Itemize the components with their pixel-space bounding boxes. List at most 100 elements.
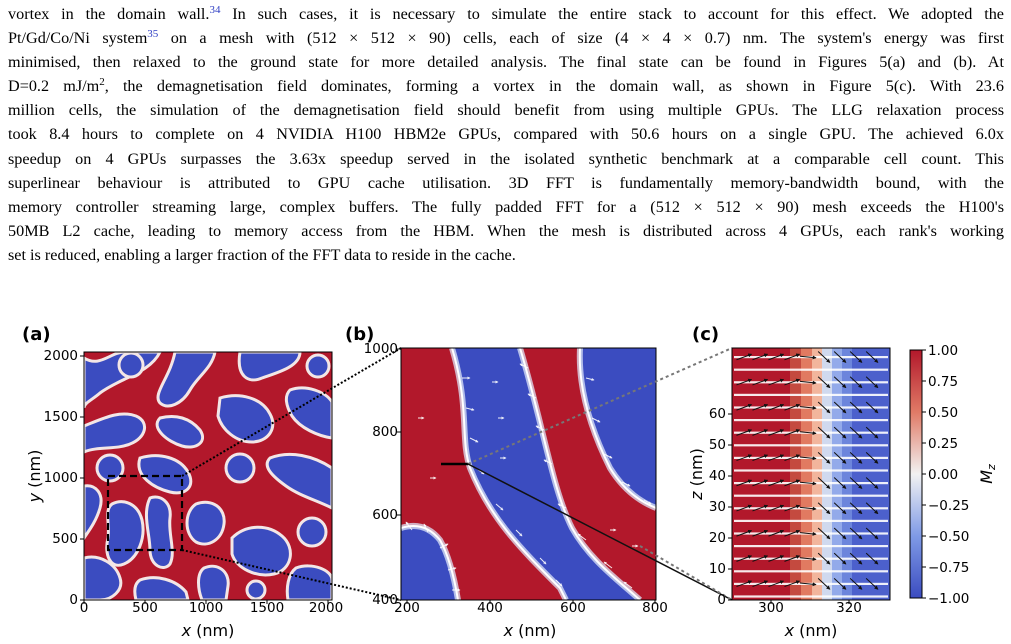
magnetisation-arrow [736, 429, 753, 436]
paragraph-line: 50MB L2 cache, leading to memory access … [8, 219, 1004, 243]
magnetisation-arrow [849, 552, 863, 565]
magnetisation-arrow [799, 557, 817, 562]
tick-label: 400 [477, 600, 503, 616]
zoom-connector [181, 549, 402, 601]
magnetisation-arrow [799, 431, 817, 436]
panel-a-label: (a) [22, 324, 51, 345]
layer-stripe [734, 368, 888, 371]
magnetisation-arrow [817, 426, 831, 439]
magnetisation-arrow [768, 529, 785, 537]
body-paragraph: vortex in the domain wall.34 In such cas… [8, 2, 1004, 267]
magnetisation-arrow [817, 477, 831, 489]
tick-label: 20 [709, 530, 726, 546]
layer-stripe [734, 545, 888, 548]
magnetisation-arrow [865, 401, 879, 414]
magnetisation-arrow [865, 577, 879, 590]
magnetisation-arrow [768, 504, 785, 512]
magnetisation-arrow [817, 351, 831, 363]
colorbar-tick-label: 0.00 [928, 467, 958, 483]
magnetisation-arrow [768, 403, 785, 411]
panel-b-yticks: 400 600 800 1000 [364, 341, 401, 608]
text-run: vortex in the domain wall. [8, 5, 210, 23]
zoom-connector [467, 347, 733, 465]
magnetisation-arrow [768, 353, 785, 361]
magnetisation-arrow [865, 527, 879, 540]
text-run: D=0.2 mJ/m [8, 77, 100, 96]
magnetisation-arrow [833, 401, 847, 414]
text-run: minimised, then relaxed to the ground st… [8, 53, 1004, 72]
panel-b: (b) [345, 324, 668, 640]
text-run: took 8.4 hours to complete on 4 NVIDIA H… [8, 125, 1004, 144]
magnetisation-arrow [849, 502, 863, 515]
magnetisation-arrow [865, 477, 879, 489]
magnetisation-arrow [865, 552, 879, 565]
magnetisation-arrow [736, 378, 753, 386]
panel-b-xlabel: x (nm) [503, 621, 557, 640]
text-run: , the demagnetisation field dominates, f… [104, 77, 1004, 96]
magnetisation-arrow [833, 552, 847, 565]
citation-ref[interactable]: 35 [147, 28, 159, 41]
magnetisation-arrow [752, 403, 769, 411]
magnetisation-arrow [799, 506, 817, 511]
magnetisation-arrow [736, 529, 753, 537]
magnetisation-arrow [736, 454, 753, 462]
tick-label: 500 [132, 600, 158, 616]
magnetisation-arrow [752, 454, 769, 462]
text-run: set is reduced, enabling a larger fracti… [8, 245, 516, 264]
citation-ref[interactable]: 34 [209, 4, 221, 16]
paragraph-line: superlinear behaviour is attributed to G… [8, 171, 1004, 195]
magnetisation-arrow [768, 454, 785, 462]
magnetisation-arrow [865, 426, 879, 439]
text-run: superlinear behaviour is attributed to G… [8, 173, 1004, 192]
magnetisation-arrow [784, 555, 801, 562]
magnetisation-arrow [736, 403, 753, 411]
magnetisation-arrow [817, 552, 831, 565]
magnetisation-arrow [833, 426, 847, 439]
layer-stripe [734, 595, 888, 598]
tick-label: 30 [709, 499, 726, 515]
colorbar-tick-label: 1.00 [928, 343, 958, 359]
magnetisation-arrow [784, 403, 801, 411]
magnetisation-arrow [736, 479, 753, 487]
tick-label: 1000 [44, 470, 78, 486]
panel-c-image [732, 348, 890, 600]
magnetisation-arrow [799, 456, 817, 461]
magnetisation-arrow [865, 376, 879, 389]
magnetisation-arrow [849, 451, 863, 464]
panel-a-xticks: 0 500 1000 1500 2000 [80, 600, 343, 616]
tick-label: 1000 [189, 600, 223, 616]
magnetisation-arrow [752, 504, 769, 512]
magnetisation-arrow [752, 529, 769, 537]
panel-a-yticks: 0 500 1000 1500 2000 [44, 348, 84, 608]
colorbar-tick-label: −0.75 [928, 560, 969, 576]
magnetisation-arrow [768, 555, 785, 562]
panel-c: (c) 300 320 [687, 324, 891, 640]
magnetisation-arrow [752, 479, 769, 487]
tick-label: 500 [52, 531, 78, 547]
magnetisation-arrow [784, 504, 801, 512]
tick-label: 0 [69, 592, 78, 608]
text-run: speedup on 4 GPUs surpasses the 3.63x sp… [8, 149, 1004, 168]
tick-label: 2000 [44, 348, 78, 364]
paragraph-line: vortex in the domain wall.34 In such cas… [8, 2, 1004, 26]
text-run: In such cases, it is necessary to simula… [220, 5, 1004, 23]
magnetisation-arrow [784, 429, 801, 436]
tick-label: 1500 [44, 409, 78, 425]
colorbar-ticks: 1.00 0.75 0.50 0.25 0.00 −0.25 −0.50 −0.75 −1.00 [922, 343, 969, 607]
superscript: 2 [99, 76, 105, 89]
panel-c-label: (c) [692, 324, 719, 345]
magnetisation-arrow [784, 378, 801, 386]
magnetisation-arrow [849, 401, 863, 414]
tick-label: 200 [394, 600, 420, 616]
magnetisation-arrow [865, 502, 879, 515]
colorbar-tick-label: −0.50 [928, 529, 969, 545]
magnetisation-arrow [736, 353, 753, 361]
layer-stripe [734, 570, 888, 573]
magnetisation-arrow [817, 401, 831, 414]
magnetisation-arrow [768, 580, 785, 588]
layer-stripe [734, 519, 888, 522]
magnetisation-arrow [865, 451, 879, 464]
magnetisation-arrow [768, 479, 785, 487]
magnetisation-arrow [736, 504, 753, 512]
panel-c-ylabel: z (nm) [687, 448, 706, 501]
